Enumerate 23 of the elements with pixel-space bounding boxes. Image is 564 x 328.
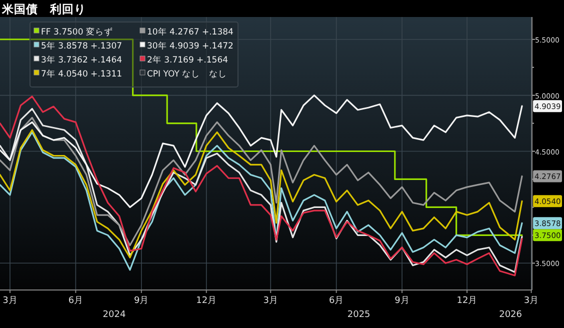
chart-title: 米国債 利回り (1, 2, 86, 16)
x-tick-label: 6月 (328, 296, 344, 306)
x-tick-label: 3月 (2, 296, 18, 306)
legend-label: CPI YOY なし なし (147, 70, 228, 80)
legend-label: 2年 3.7169 +.1564 (147, 54, 228, 66)
legend-label: 3年 3.7362 +.1464 (41, 54, 122, 66)
text: 2025 (347, 310, 370, 320)
legend-label: 10年 4.2767 +.1384 (147, 26, 234, 38)
x-tick-label: 12月 (196, 296, 217, 306)
legend-label: FF 3.7500 変らず (41, 26, 113, 38)
x-tick-label: 12月 (456, 296, 478, 306)
text: 2024 (102, 310, 126, 320)
legend-label: 30年 4.9039 +.1472 (147, 40, 234, 52)
x-tick-label: 6月 (68, 296, 84, 306)
line-series (0, 94, 523, 208)
legend-label: 5年 3.8578 +.1307 (41, 40, 122, 52)
line-series (0, 116, 523, 246)
x-tick-label: 3月 (263, 296, 278, 306)
text: 2026 (499, 310, 522, 320)
legend-label: 7年 4.0540 +.1311 (41, 68, 122, 80)
x-tick-label: 3月 (524, 296, 539, 306)
x-tick-label: 9月 (134, 296, 149, 306)
x-tick-label: 9月 (394, 296, 410, 306)
